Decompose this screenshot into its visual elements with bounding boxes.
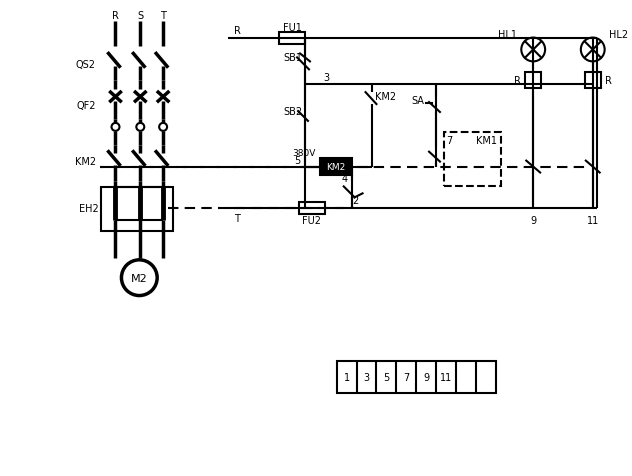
Bar	[525, 73, 541, 89]
Text: R: R	[112, 11, 119, 20]
Text: HL2: HL2	[609, 30, 628, 40]
Text: FU1: FU1	[283, 22, 301, 32]
Text: 1: 1	[344, 372, 349, 382]
Bar	[320, 159, 351, 176]
Text: R: R	[605, 76, 612, 86]
Bar	[444, 132, 501, 187]
Text: R: R	[514, 76, 521, 86]
Text: SB2: SB2	[283, 107, 302, 117]
Bar	[279, 32, 305, 44]
Text: FU2: FU2	[303, 216, 322, 226]
Text: 9: 9	[423, 372, 429, 382]
Text: 7: 7	[403, 372, 410, 382]
Text: T: T	[234, 214, 240, 224]
Text: KM2: KM2	[75, 156, 95, 166]
Text: 9: 9	[530, 216, 537, 226]
Text: KM2: KM2	[326, 163, 346, 172]
Text: M2: M2	[131, 273, 148, 283]
Text: HL1: HL1	[499, 30, 518, 40]
Bar	[100, 188, 173, 231]
Text: 5: 5	[383, 372, 389, 382]
Text: 4: 4	[341, 174, 348, 184]
Text: QF2: QF2	[76, 101, 95, 111]
Text: KM1: KM1	[475, 136, 497, 146]
Bar	[585, 73, 600, 89]
Bar	[299, 203, 325, 215]
Text: 380V: 380V	[293, 149, 316, 158]
Text: SA: SA	[411, 96, 424, 106]
Text: EH2: EH2	[79, 204, 99, 214]
Text: T: T	[160, 11, 166, 20]
Text: 2: 2	[353, 196, 359, 206]
Text: 5: 5	[294, 155, 300, 165]
Text: 3: 3	[363, 372, 370, 382]
Text: SB1: SB1	[283, 53, 302, 63]
Text: R: R	[234, 26, 240, 36]
Bar	[337, 361, 495, 393]
Text: 3: 3	[324, 73, 330, 83]
Text: 11: 11	[586, 216, 599, 226]
Text: KM2: KM2	[375, 92, 396, 102]
Text: S: S	[137, 11, 143, 20]
Text: 11: 11	[440, 372, 452, 382]
Text: 7: 7	[446, 136, 452, 146]
Text: QS2: QS2	[76, 60, 95, 70]
